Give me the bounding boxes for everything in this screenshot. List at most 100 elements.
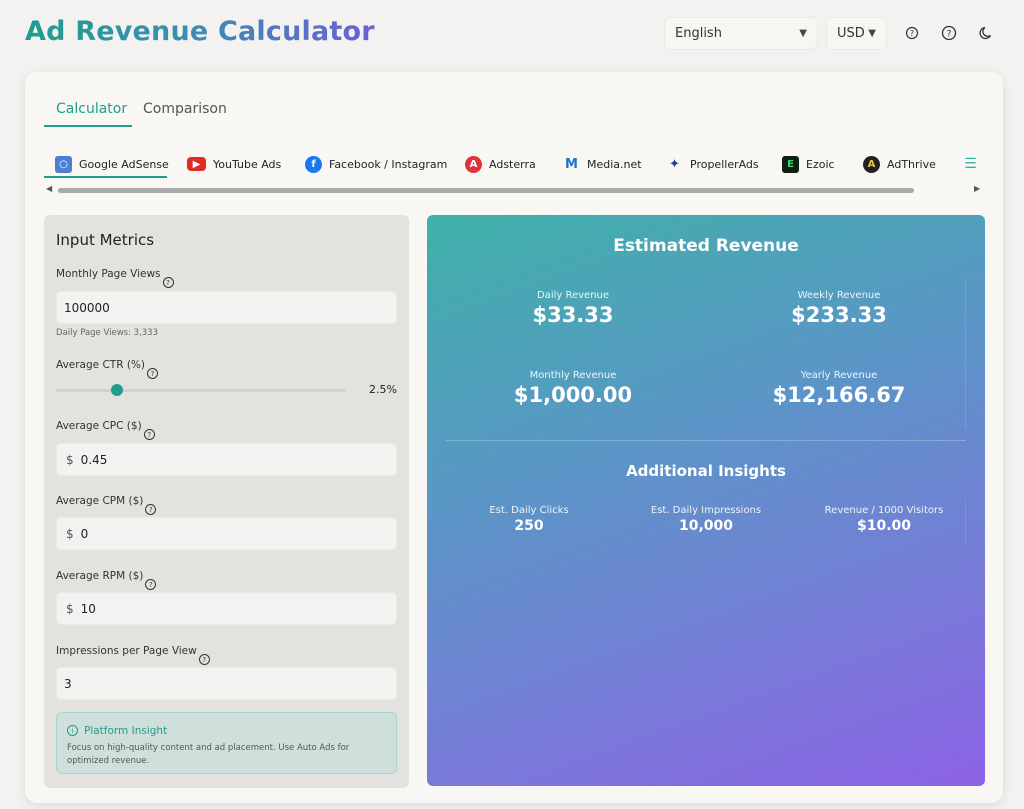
label-text: Average RPM ($) [56,570,144,582]
stat-value: $233.33 [791,303,887,327]
language-value: English [675,26,722,41]
help-icon[interactable]: ? [145,579,157,590]
layers-icon: ☰ [964,156,977,172]
platform-label: AdThrive [887,157,936,171]
impressions-input[interactable]: 3 [56,667,397,700]
svg-text:?: ? [947,30,952,40]
platform-tab-adsterra[interactable]: A Adsterra [465,150,536,178]
info-button[interactable]: ? [933,17,965,49]
platform-label: Facebook / Instagram [329,157,448,171]
facebook-icon: f [305,155,322,173]
platform-tab-medianet[interactable]: M Media.net [563,150,642,178]
label-text: Impressions per Page View [56,645,197,657]
input-metrics-panel: Input Metrics Monthly Page Views ? 10000… [44,215,409,788]
platform-label: PropellerAds [690,157,759,171]
platform-tab-propellerads[interactable]: ✦ PropellerAds [666,150,759,178]
help-icon[interactable]: ? [145,504,157,515]
cpm-input[interactable]: $ 0 [56,517,397,550]
input-value: 3 [64,676,72,691]
cpc-label: Average CPC ($) ? [56,420,155,440]
stat-label: Est. Daily Clicks [489,505,569,516]
weekly-revenue-stat: Weekly Revenue $233.33 [739,290,939,327]
divider [965,500,966,545]
yearly-revenue-stat: Yearly Revenue $12,166.67 [739,370,939,407]
ctr-slider-thumb[interactable] [111,384,123,396]
section-divider [446,440,966,441]
adsterra-icon: A [465,155,482,173]
page-views-label: Monthly Page Views ? [56,268,174,288]
monthly-revenue-stat: Monthly Revenue $1,000.00 [473,370,673,407]
currency-select[interactable]: USD ▼ [826,17,887,50]
cpm-label: Average CPM ($) ? [56,495,157,515]
tab-calculator[interactable]: Calculator [56,101,128,117]
platform-label: Media.net [587,157,642,171]
platform-tab-ezoic[interactable]: E Ezoic [782,150,835,178]
daily-revenue-stat: Daily Revenue $33.33 [473,290,673,327]
adthrive-icon: A [863,155,880,173]
insight-text: Focus on high-quality content and ad pla… [67,743,350,766]
stat-value: $33.33 [532,303,614,327]
input-value: 10 [80,601,96,616]
dollar-prefix: $ [66,526,74,541]
ctr-value: 2.5% [369,383,397,396]
ezoic-icon: E [782,155,799,173]
stat-value: 10,000 [678,518,734,534]
tab-comparison[interactable]: Comparison [143,101,227,117]
estimated-revenue-panel: Estimated Revenue Daily Revenue $33.33 W… [427,215,985,786]
input-value: 0 [80,526,89,541]
rpm-input[interactable]: $ 10 [56,592,397,625]
svg-text:?: ? [910,29,914,38]
page-views-input[interactable]: 100000 [56,291,397,324]
horizontal-scrollbar[interactable] [58,188,914,193]
platform-tab-youtube[interactable]: ▶ YouTube Ads [187,150,281,178]
revenue-per-1000-stat: Revenue / 1000 Visitors $10.00 [784,505,984,534]
daily-impressions-stat: Est. Daily Impressions 10,000 [606,505,806,534]
stat-value: $10.00 [856,518,912,534]
scroll-left-icon[interactable]: ◀ [46,184,53,193]
stat-value: $12,166.67 [772,383,906,407]
platform-label: Adsterra [489,157,536,171]
help-icon: ? [905,26,919,40]
language-select[interactable]: English ▼ [664,17,818,50]
chevron-down-icon: ▼ [868,28,876,39]
input-value: 0.45 [80,452,108,467]
divider [965,279,966,429]
label-text: Average CPM ($) [56,495,144,507]
platform-label: YouTube Ads [213,157,282,171]
label-text: Average CTR (%) [56,359,146,371]
chevron-down-icon: ▼ [799,28,807,39]
input-value: 100000 [64,300,110,315]
help-icon[interactable]: ? [198,654,210,665]
platform-tabs: ○ Google AdSense ▶ YouTube Ads f Faceboo… [44,150,984,180]
platform-insight-box: i Platform Insight Focus on high-quality… [56,712,397,774]
help-icon[interactable]: ? [147,368,159,379]
active-tab-indicator [44,125,132,127]
dollar-prefix: $ [66,601,74,616]
stat-label: Monthly Revenue [529,370,617,381]
stat-value: $1,000.00 [513,383,633,407]
platform-tab-adthrive[interactable]: A AdThrive [863,150,936,178]
medianet-icon: M [565,156,578,172]
ctr-slider[interactable] [56,389,346,392]
label-text: Average CPC ($) [56,420,142,432]
help-button[interactable]: ? [896,17,928,49]
platform-label: Google AdSense [79,157,169,171]
platform-tab-facebook[interactable]: f Facebook / Instagram [305,150,447,178]
help-icon[interactable]: ? [162,277,174,288]
scroll-right-icon[interactable]: ▶ [974,184,981,193]
currency-value: USD [837,26,865,41]
youtube-icon: ▶ [187,157,206,171]
daily-clicks-stat: Est. Daily Clicks 250 [429,505,629,534]
cpc-input[interactable]: $ 0.45 [56,443,397,476]
stat-label: Daily Revenue [536,290,610,301]
google-adsense-icon: ○ [55,155,72,173]
stat-value: 250 [514,518,544,534]
main-card: Calculator Comparison ○ Google AdSense ▶… [25,72,1003,803]
theme-toggle-button[interactable] [971,17,1003,49]
propellerads-icon: ✦ [669,156,680,172]
help-icon[interactable]: ? [143,429,155,440]
platform-tab-google-adsense[interactable]: ○ Google AdSense [55,150,169,178]
moon-icon [979,26,992,40]
panel-title: Input Metrics [56,231,155,249]
platform-tab-more[interactable]: ☰ [962,150,984,178]
